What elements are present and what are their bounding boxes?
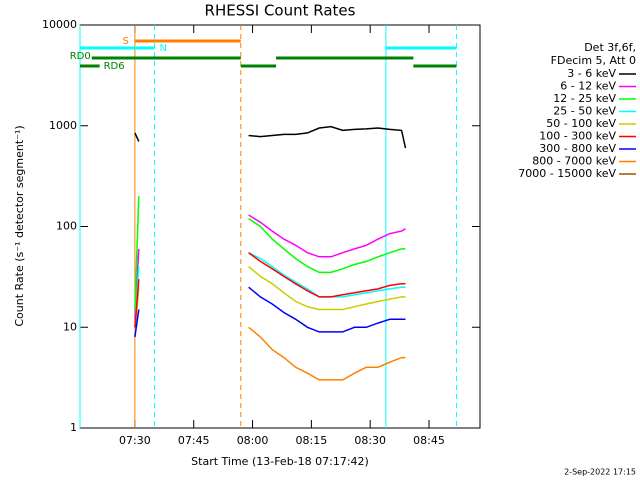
legend-label: 25 - 50 keV: [553, 105, 616, 118]
series-line: [248, 286, 406, 333]
flag-label: N: [160, 43, 167, 54]
flag-label: S: [123, 36, 129, 47]
x-tick-label: 08:30: [354, 434, 386, 447]
x-tick-label: 07:30: [119, 434, 151, 447]
x-axis-label: Start Time (13-Feb-18 07:17:42): [191, 455, 369, 468]
legend-label: 300 - 800 keV: [539, 142, 616, 155]
series-line: [134, 132, 140, 142]
x-tick-label: 08:00: [237, 434, 269, 447]
y-tick-label: 100: [56, 220, 77, 233]
flag-label: RD0: [70, 51, 91, 62]
legend-label: 100 - 300 keV: [539, 130, 616, 143]
y-tick-label: 10000: [42, 18, 77, 31]
series-line: [248, 217, 406, 274]
x-tick-label: 08:15: [296, 434, 328, 447]
legend-header: FDecim 5, Att 0: [551, 54, 636, 67]
x-tick-label: 08:45: [413, 434, 445, 447]
chart-title: RHESSI Count Rates: [205, 2, 356, 20]
series-line: [134, 309, 140, 338]
series-line: [248, 214, 406, 258]
x-tick-label: 07:45: [178, 434, 210, 447]
series-line: [248, 125, 407, 149]
legend-label: 6 - 12 keV: [560, 80, 616, 93]
y-tick-label: 1: [70, 421, 77, 434]
series-line: [134, 196, 140, 310]
y-tick-label: 1000: [49, 119, 77, 132]
flag-label: RD6: [104, 61, 125, 72]
series-line: [248, 326, 406, 381]
legend-label: 3 - 6 keV: [567, 67, 616, 80]
y-axis-label: Count Rate (s⁻¹ detector segment⁻¹): [13, 125, 26, 326]
series-line: [248, 266, 406, 311]
legend-header: Det 3f,6f,: [584, 41, 636, 54]
legend-label: 12 - 25 keV: [553, 92, 616, 105]
legend-label: 800 - 7000 keV: [532, 155, 616, 168]
series-line: [248, 252, 406, 298]
y-tick-label: 10: [63, 320, 77, 333]
footer: 2-Sep-2022 17:15: [564, 468, 636, 477]
legend-label: 7000 - 15000 keV: [518, 167, 616, 180]
legend-label: 50 - 100 keV: [546, 117, 616, 130]
series-line: [134, 279, 140, 328]
